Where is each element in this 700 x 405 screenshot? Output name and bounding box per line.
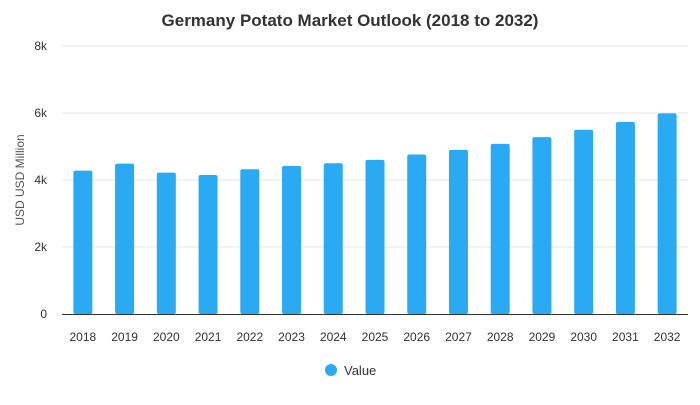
chart-title: Germany Potato Market Outlook (2018 to 2…: [162, 11, 539, 30]
x-tick-label: 2023: [278, 330, 305, 344]
bar-2024[interactable]: [323, 163, 343, 314]
x-tick-label: 2029: [529, 330, 556, 344]
x-tick-label: 2027: [445, 330, 472, 344]
y-tick-label: 4k: [34, 173, 48, 187]
bar-2025[interactable]: [365, 159, 385, 314]
x-tick-label: 2025: [362, 330, 389, 344]
legend[interactable]: Value: [325, 363, 376, 378]
x-tick-label: 2019: [111, 330, 138, 344]
y-axis-label: USD USD Million: [13, 134, 27, 225]
bar-2030[interactable]: [574, 129, 594, 314]
bar-2023[interactable]: [282, 165, 302, 314]
bar-2019[interactable]: [115, 163, 135, 314]
x-tick-label: 2018: [70, 330, 97, 344]
bar-2029[interactable]: [532, 137, 552, 314]
bar-2027[interactable]: [448, 149, 468, 314]
bar-2026[interactable]: [407, 154, 427, 314]
x-tick-label: 2021: [195, 330, 222, 344]
x-tick-label: 2026: [403, 330, 430, 344]
bar-2032[interactable]: [657, 113, 677, 315]
x-tick-label: 2032: [654, 330, 681, 344]
x-axis-ticks: 2018 2019 2020 2021 2022 2023 2024 2025 2026 2027…: [70, 330, 681, 344]
bar-2022[interactable]: [240, 169, 260, 314]
bar-2018[interactable]: [73, 170, 93, 314]
bar-2028[interactable]: [490, 143, 510, 314]
bars: [73, 113, 677, 315]
x-tick-label: 2031: [612, 330, 639, 344]
y-axis-ticks: 0 2k 4k 6k 8k: [34, 39, 48, 321]
bar-2021[interactable]: [198, 174, 218, 314]
x-tick-label: 2022: [236, 330, 263, 344]
x-tick-label: 2020: [153, 330, 180, 344]
x-tick-label: 2030: [570, 330, 597, 344]
legend-label-value: Value: [344, 363, 376, 378]
bar-2031[interactable]: [615, 122, 635, 314]
legend-marker-value: [325, 364, 337, 376]
y-tick-label: 8k: [34, 39, 48, 53]
y-tick-label: 2k: [34, 240, 48, 254]
x-tick-label: 2024: [320, 330, 347, 344]
x-tick-label: 2028: [487, 330, 514, 344]
y-tick-label: 6k: [34, 106, 48, 120]
y-tick-label: 0: [40, 307, 47, 321]
bar-2020[interactable]: [156, 172, 176, 314]
